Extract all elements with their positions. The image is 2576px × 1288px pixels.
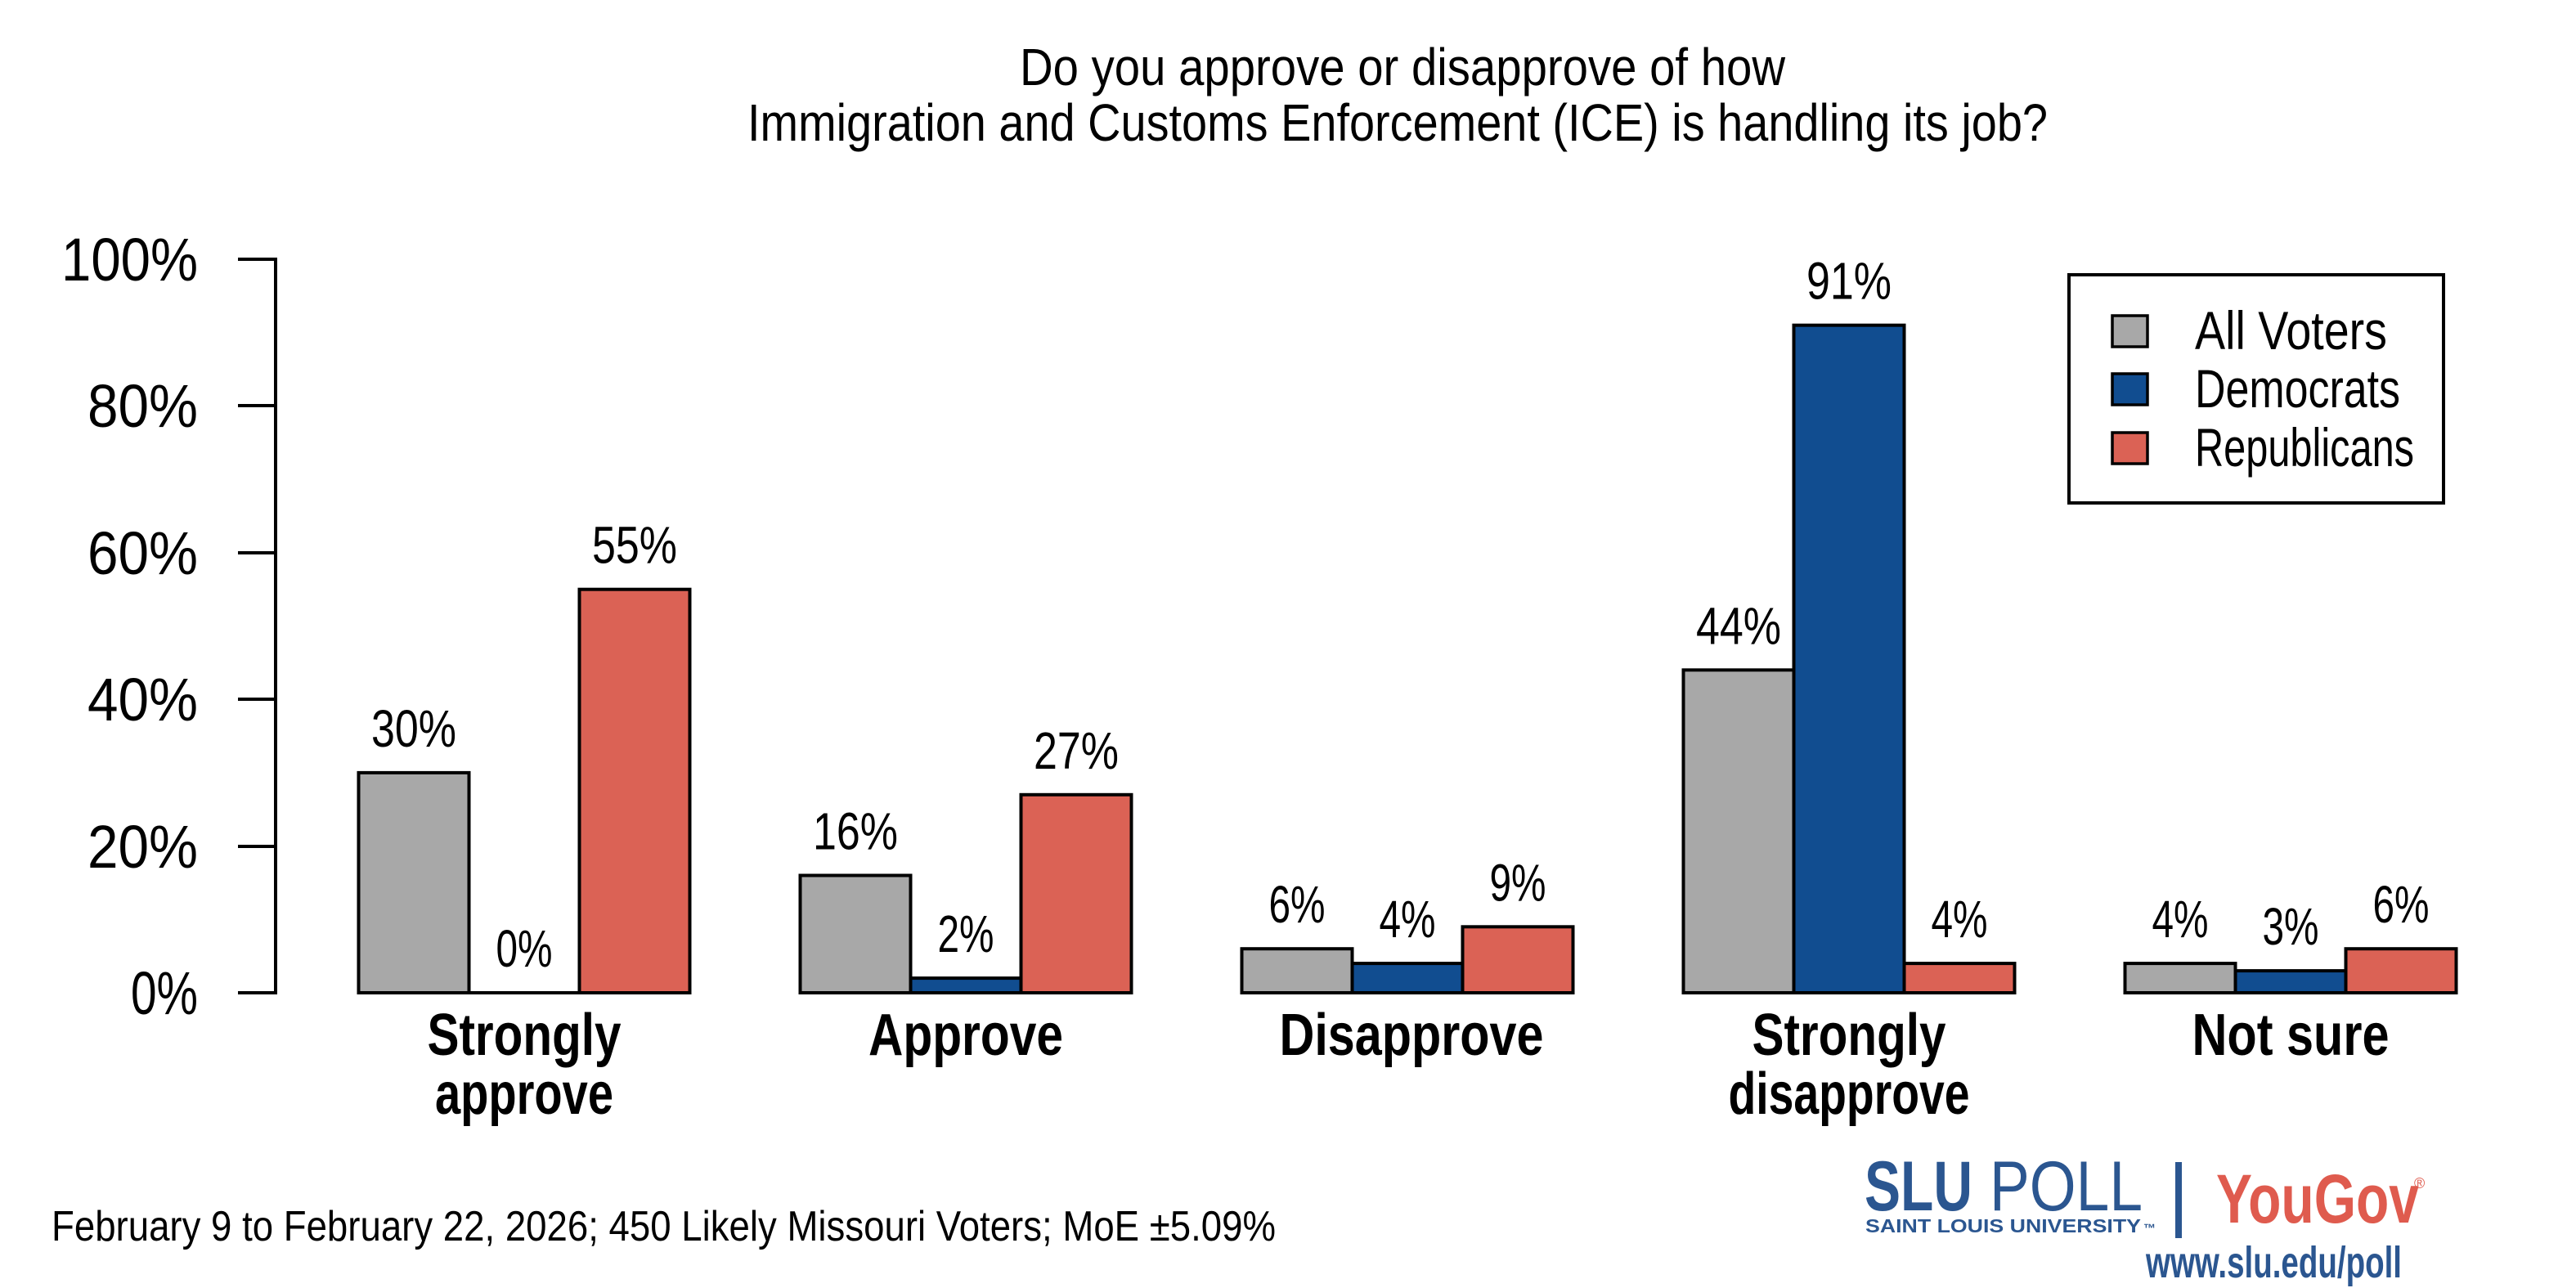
svg-text:0%: 0% bbox=[496, 919, 553, 978]
svg-text:80%: 80% bbox=[88, 372, 198, 440]
svg-text:4%: 4% bbox=[2152, 890, 2209, 949]
svg-text:2%: 2% bbox=[938, 904, 994, 963]
svg-text:™: ™ bbox=[2143, 1222, 2156, 1236]
svg-text:6%: 6% bbox=[2373, 875, 2430, 934]
svg-text:All Voters: All Voters bbox=[2195, 300, 2387, 361]
svg-text:YouGov: YouGov bbox=[2216, 1160, 2419, 1237]
svg-text:Democrats: Democrats bbox=[2195, 358, 2400, 419]
svg-text:30%: 30% bbox=[371, 699, 456, 758]
svg-text:3%: 3% bbox=[2263, 897, 2319, 956]
svg-text:Disapprove: Disapprove bbox=[1280, 1003, 1544, 1068]
svg-text:6%: 6% bbox=[1269, 875, 1326, 934]
svg-text:100%: 100% bbox=[61, 226, 198, 294]
svg-text:February 9 to February 22, 202: February 9 to February 22, 2026; 450 Lik… bbox=[52, 1203, 1276, 1250]
svg-text:60%: 60% bbox=[88, 519, 198, 587]
svg-text:Approve: Approve bbox=[868, 1003, 1063, 1068]
svg-text:disapprove: disapprove bbox=[1729, 1061, 1970, 1127]
svg-text:91%: 91% bbox=[1806, 252, 1892, 311]
svg-text:Strongly: Strongly bbox=[428, 1003, 622, 1068]
svg-text:Do you approve or disapprove o: Do you approve or disapprove of how bbox=[1020, 38, 1786, 96]
svg-text:Immigration and Customs Enforc: Immigration and Customs Enforcement (ICE… bbox=[747, 93, 2048, 152]
svg-text:27%: 27% bbox=[1034, 721, 1119, 780]
svg-text:®: ® bbox=[2414, 1175, 2425, 1192]
svg-text:SAINT LOUIS UNIVERSITY: SAINT LOUIS UNIVERSITY bbox=[1865, 1215, 2141, 1236]
svg-text:55%: 55% bbox=[592, 516, 677, 575]
svg-text:Republicans: Republicans bbox=[2195, 417, 2414, 478]
svg-text:0%: 0% bbox=[131, 959, 198, 1027]
svg-text:40%: 40% bbox=[88, 666, 198, 734]
svg-text:44%: 44% bbox=[1696, 596, 1781, 655]
svg-text:Not sure: Not sure bbox=[2192, 1003, 2390, 1068]
svg-text:20%: 20% bbox=[88, 813, 198, 881]
svg-text:9%: 9% bbox=[1490, 853, 1546, 912]
svg-text:4%: 4% bbox=[1932, 890, 1988, 949]
svg-text:4%: 4% bbox=[1380, 890, 1436, 949]
svg-text:SLU: SLU bbox=[1865, 1147, 1972, 1226]
svg-text:Strongly: Strongly bbox=[1752, 1003, 1946, 1068]
svg-text:www.slu.edu/poll: www.slu.edu/poll bbox=[2145, 1238, 2402, 1287]
svg-text:16%: 16% bbox=[813, 802, 898, 861]
svg-text:approve: approve bbox=[435, 1061, 613, 1127]
svg-text:POLL: POLL bbox=[1990, 1147, 2143, 1226]
